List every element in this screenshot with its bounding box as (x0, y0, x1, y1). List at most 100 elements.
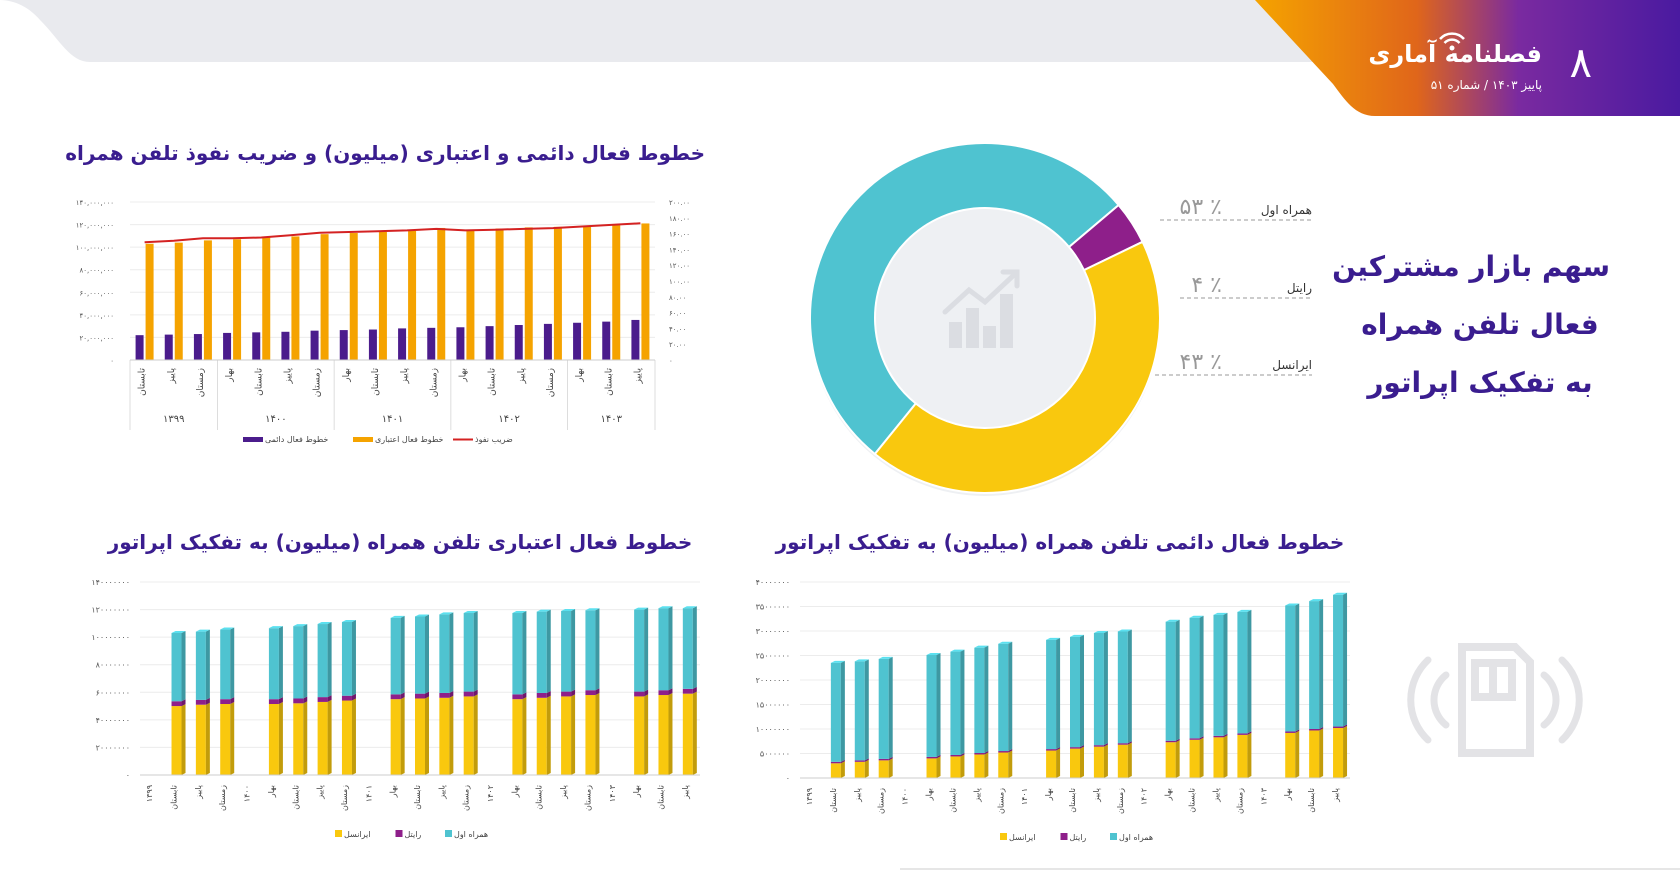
stacked-bar-segment (268, 704, 279, 775)
y2-tick-label: ۱۲۰.۰۰ (669, 262, 690, 270)
donut-label-name: رایتل (1287, 281, 1312, 296)
y-tick-label: ۰ (110, 357, 114, 365)
bar-top (998, 641, 1013, 644)
legend-label: ضریب نفوذ (475, 435, 513, 444)
stacked-bar-segment (682, 608, 693, 689)
bar-side (668, 606, 673, 691)
bar-side (1080, 634, 1084, 748)
stacked-bar-segment (682, 693, 693, 775)
x-tick-label: زمستان (877, 788, 886, 814)
stacked-bar-segment (536, 611, 547, 693)
bar-top (1093, 630, 1108, 633)
bar-top (341, 619, 356, 622)
x-tick-label: بهار (1283, 788, 1292, 801)
bar-prepaid (466, 229, 475, 360)
stacked-bar-segment (878, 758, 889, 761)
bar-side (1127, 742, 1132, 778)
x-tick-label: تابستان (291, 785, 300, 810)
bar-permanent (368, 329, 377, 360)
stacked-bar-segment (561, 610, 572, 692)
bar-top (439, 612, 454, 615)
bar-side (571, 694, 576, 775)
stacked-bar-segment (415, 693, 425, 699)
bar-side (595, 693, 600, 775)
x-tick-label: پاییز (1211, 788, 1220, 803)
y-tick-label: ۱۴۰,۰۰۰,۰۰۰ (76, 199, 114, 207)
legend-swatch (445, 830, 452, 837)
bar-side (449, 612, 454, 693)
bar-side (1295, 730, 1300, 778)
stacked-bar-segment (220, 629, 231, 700)
stacked-bar-segment (1070, 748, 1080, 778)
x-tick-label: زمستان (996, 788, 1005, 814)
bar-top (1117, 629, 1132, 632)
bar-side (1319, 728, 1324, 778)
bar-side (1247, 609, 1252, 734)
bar-top (171, 631, 186, 634)
market-share-donut (809, 142, 1161, 496)
bar-prepaid (437, 227, 446, 360)
stacked-bar-segment (854, 761, 865, 778)
bar-top (950, 649, 965, 652)
y2-tick-label: ۲۰.۰۰ (669, 341, 686, 349)
bar-side (960, 754, 965, 778)
y2-tick-label: ۱۸۰.۰۰ (669, 215, 690, 223)
bar-permanent (281, 331, 290, 360)
stacked-bar-segment (1093, 746, 1104, 778)
x-tick-label: زمستان (583, 785, 592, 811)
stacked-bar-segment (1213, 735, 1224, 738)
bar-side (425, 614, 429, 694)
bar-side (1008, 641, 1013, 752)
x-tick-label: پاییز (437, 785, 446, 800)
bar-prepaid (378, 231, 387, 360)
bar-side (1008, 749, 1013, 753)
y-tick-label: ۱۰۰,۰۰۰,۰۰۰ (76, 244, 114, 252)
stacked-bar-segment (1117, 631, 1128, 744)
legend-swatch (395, 830, 403, 837)
stacked-bar-segment (1189, 617, 1200, 739)
x-tick-label: پاییز (1331, 788, 1340, 803)
bar-top (317, 622, 332, 625)
bar-side (205, 702, 210, 775)
y-tick-label: ۱۲۰۰۰۰۰۰۰ (91, 606, 130, 615)
issue-subtitle: پاییز ۱۴۰۳ / شماره ۵۱ (1430, 78, 1542, 92)
stacked-bar-segment (268, 699, 279, 705)
stacked-bar-segment (1285, 731, 1296, 733)
x-tick-label: تابستان (488, 368, 498, 396)
x-tick-label: زمستان (340, 785, 349, 811)
bar-permanent (631, 319, 640, 360)
x-tick-label: زمستان (1235, 788, 1244, 814)
legend-label: خطوط فعال دائمی (265, 435, 328, 444)
x-tick-label: بهار (225, 368, 235, 383)
bar-side (425, 696, 429, 775)
y-tick-label: ۴۰۰۰۰۰۰۰ (96, 716, 130, 725)
stacked-bar-segment (415, 616, 425, 694)
bar-permanent (339, 330, 348, 360)
market-title-line-1: سهم بازار مشترکین (1332, 250, 1610, 283)
footer-line (900, 868, 1680, 870)
bar-prepaid (145, 243, 154, 360)
y-tick-label: ۱۴۰۰۰۰۰۰۰ (91, 578, 130, 587)
stacked-bar-segment (926, 758, 937, 778)
bar-side (278, 626, 283, 700)
bar-side (278, 697, 283, 705)
y2-tick-label: ۱۶۰.۰۰ (669, 231, 690, 239)
bar-side (1223, 612, 1228, 736)
bar-side (400, 697, 405, 775)
bar-permanent (427, 327, 436, 360)
x-tick-label: پاییز (283, 368, 293, 385)
x-tick-label: تابستان (371, 368, 381, 396)
x-tick-label: ۱۴۰۱ (364, 785, 373, 802)
bar-side (522, 692, 527, 700)
stacked-bar-segment (1117, 743, 1128, 745)
legend-label: همراه اول (454, 830, 488, 839)
bar-permanent (573, 322, 582, 360)
bar-permanent (135, 335, 144, 360)
x-tick-label: ۱۴۰۳ (608, 784, 617, 802)
donut-label-percent: ۵۳ ٪ (1180, 195, 1222, 220)
bar-side (1223, 733, 1228, 738)
x-tick-label: تابستان (829, 788, 838, 813)
stacked-bar-segment (390, 617, 401, 695)
bar-side (327, 622, 332, 698)
legend-label: ایرانسل (344, 830, 371, 839)
